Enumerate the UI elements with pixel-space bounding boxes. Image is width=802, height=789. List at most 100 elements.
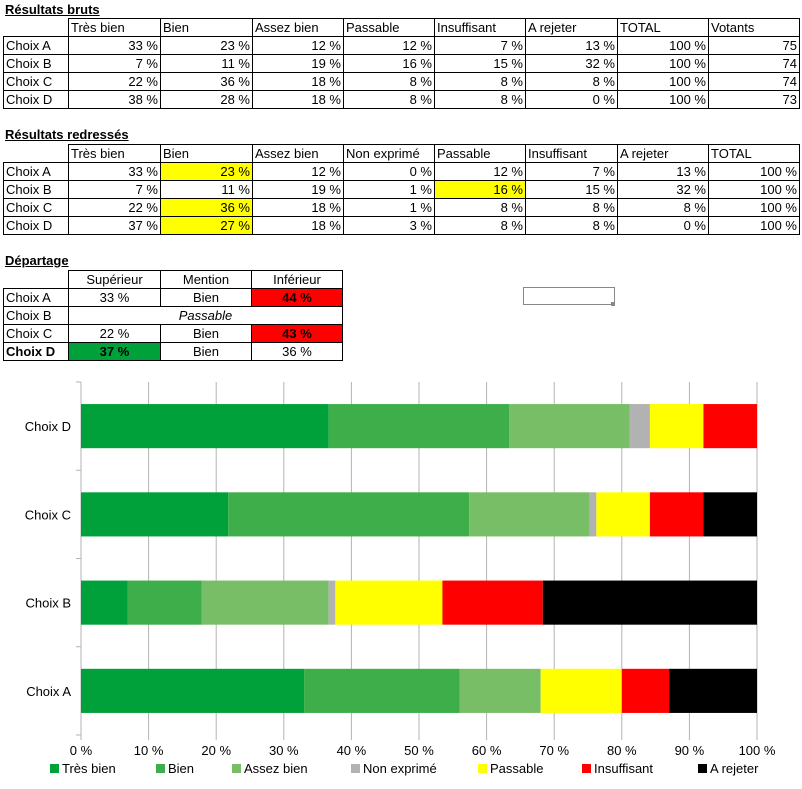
cell[interactable]: 13 % <box>525 36 618 55</box>
cell[interactable]: 19 % <box>252 180 344 199</box>
row-label-winner[interactable]: Choix D <box>3 342 69 361</box>
cell[interactable]: 100 % <box>708 216 800 235</box>
cell[interactable]: 36 % <box>160 72 253 91</box>
cell-mention[interactable]: Bien <box>160 288 252 307</box>
redresses-header-cell[interactable]: Insuffisant <box>525 144 618 163</box>
cell[interactable]: 100 % <box>617 72 709 91</box>
cell[interactable]: 73 <box>708 90 800 109</box>
cell[interactable]: 100 % <box>708 180 800 199</box>
bruts-header-cell[interactable]: TOTAL <box>617 18 709 37</box>
cell[interactable]: 0 % <box>525 90 618 109</box>
cell[interactable]: 8 % <box>434 198 526 217</box>
cell-mention[interactable]: Bien <box>160 342 252 361</box>
redresses-header-cell[interactable]: Bien <box>160 144 253 163</box>
cell[interactable]: 18 % <box>252 198 344 217</box>
cell[interactable]: 75 <box>708 36 800 55</box>
cell[interactable]: 7 % <box>68 180 161 199</box>
cell[interactable]: 37 % <box>68 216 161 235</box>
cell[interactable]: 7 % <box>434 36 526 55</box>
row-label[interactable]: Choix C <box>3 324 69 343</box>
cell[interactable]: 32 % <box>525 54 618 73</box>
cell-superieur[interactable]: 33 % <box>68 288 161 307</box>
redresses-header-cell[interactable]: Non exprimé <box>343 144 435 163</box>
cell[interactable]: 18 % <box>252 216 344 235</box>
cell[interactable]: 18 % <box>252 72 344 91</box>
cell[interactable]: 8 % <box>343 72 435 91</box>
cell[interactable]: 3 % <box>343 216 435 235</box>
bruts-header-cell[interactable]: Assez bien <box>252 18 344 37</box>
bruts-header-cell[interactable]: Votants <box>708 18 800 37</box>
bruts-header-cell[interactable]: Très bien <box>68 18 161 37</box>
departage-header-cell[interactable]: Supérieur <box>68 270 161 289</box>
cell[interactable]: 0 % <box>617 216 709 235</box>
cell-mention[interactable]: Bien <box>160 324 252 343</box>
cell-inferieur-highlighted[interactable]: 43 % <box>251 324 343 343</box>
cell[interactable]: 8 % <box>343 90 435 109</box>
cell[interactable]: 8 % <box>434 90 526 109</box>
cell-inferieur[interactable]: 36 % <box>251 342 343 361</box>
cell[interactable]: 8 % <box>525 216 618 235</box>
cell[interactable]: 19 % <box>252 54 344 73</box>
selected-cell[interactable] <box>523 287 615 305</box>
cell-superieur-highlighted[interactable]: 37 % <box>68 342 161 361</box>
cell[interactable]: 22 % <box>68 72 161 91</box>
bruts-header-cell[interactable]: Insuffisant <box>434 18 526 37</box>
departage-header-cell[interactable]: Inférieur <box>251 270 343 289</box>
row-label[interactable]: Choix A <box>3 288 69 307</box>
cell[interactable]: 1 % <box>343 198 435 217</box>
stacked-bar-chart[interactable]: Choix A Choix B Choix C Choix D 0 % 10 % 20 %… <box>0 372 802 789</box>
row-label[interactable]: Choix C <box>3 198 69 217</box>
cell[interactable]: 13 % <box>617 162 709 181</box>
cell[interactable]: 11 % <box>160 180 253 199</box>
cell[interactable]: 8 % <box>525 72 618 91</box>
cell[interactable]: 18 % <box>252 90 344 109</box>
bruts-header-cell[interactable]: Passable <box>343 18 435 37</box>
cell[interactable]: 100 % <box>617 36 709 55</box>
cell[interactable]: 8 % <box>525 198 618 217</box>
cell[interactable]: 12 % <box>252 36 344 55</box>
cell[interactable]: 22 % <box>68 198 161 217</box>
redresses-header-cell[interactable]: Assez bien <box>252 144 344 163</box>
cell-superieur[interactable]: 22 % <box>68 324 161 343</box>
cell[interactable]: 74 <box>708 54 800 73</box>
cell[interactable]: 28 % <box>160 90 253 109</box>
cell-highlighted[interactable]: 27 % <box>160 216 253 235</box>
redresses-header-cell[interactable]: Passable <box>434 144 526 163</box>
cell[interactable]: 8 % <box>617 198 709 217</box>
cell-highlighted[interactable]: 23 % <box>160 162 253 181</box>
cell[interactable]: 7 % <box>525 162 618 181</box>
cell[interactable]: 1 % <box>343 180 435 199</box>
cell[interactable]: 0 % <box>343 162 435 181</box>
redresses-header-cell[interactable]: TOTAL <box>708 144 800 163</box>
row-label[interactable]: Choix C <box>3 72 69 91</box>
cell-mention-merged[interactable]: Passable <box>68 306 343 325</box>
cell-highlighted[interactable]: 36 % <box>160 198 253 217</box>
cell[interactable]: 15 % <box>434 54 526 73</box>
row-label[interactable]: Choix D <box>3 90 69 109</box>
row-label[interactable]: Choix A <box>3 162 69 181</box>
cell[interactable]: 100 % <box>617 90 709 109</box>
cell[interactable]: 12 % <box>434 162 526 181</box>
cell[interactable]: 100 % <box>708 162 800 181</box>
row-label[interactable]: Choix A <box>3 36 69 55</box>
redresses-header-cell[interactable]: A rejeter <box>617 144 709 163</box>
cell[interactable]: 100 % <box>617 54 709 73</box>
cell[interactable]: 12 % <box>343 36 435 55</box>
cell[interactable]: 32 % <box>617 180 709 199</box>
cell[interactable]: 74 <box>708 72 800 91</box>
cell[interactable]: 100 % <box>708 198 800 217</box>
cell[interactable]: 8 % <box>434 72 526 91</box>
cell[interactable]: 33 % <box>68 36 161 55</box>
bruts-header-cell[interactable]: A rejeter <box>525 18 618 37</box>
cell[interactable]: 23 % <box>160 36 253 55</box>
cell[interactable]: 16 % <box>343 54 435 73</box>
cell[interactable]: 7 % <box>68 54 161 73</box>
redresses-header-cell[interactable]: Très bien <box>68 144 161 163</box>
row-label[interactable]: Choix B <box>3 54 69 73</box>
fill-handle[interactable] <box>611 302 615 306</box>
bruts-header-cell[interactable]: Bien <box>160 18 253 37</box>
row-label[interactable]: Choix D <box>3 216 69 235</box>
cell-inferieur-highlighted[interactable]: 44 % <box>251 288 343 307</box>
cell[interactable]: 15 % <box>525 180 618 199</box>
row-label[interactable]: Choix B <box>3 180 69 199</box>
